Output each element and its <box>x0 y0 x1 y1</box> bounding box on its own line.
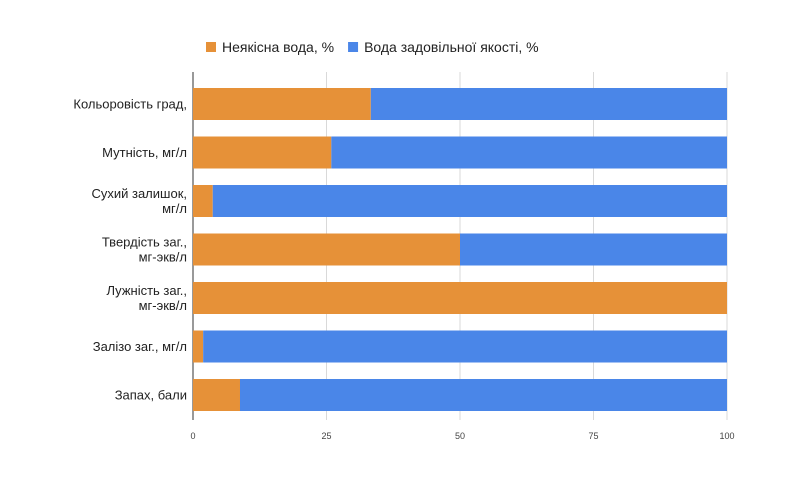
legend-label-1: Вода задовільної якості, % <box>364 39 539 55</box>
bar-poor-quality-5 <box>193 330 204 363</box>
category-label: Лужність заг., <box>107 283 188 298</box>
bar-poor-quality-6 <box>193 379 240 411</box>
category-label: Мутність, мг/л <box>102 145 187 160</box>
category-label: Запах, бали <box>115 388 187 403</box>
category-label: мг/л <box>162 201 187 216</box>
bar-good-quality-5 <box>203 330 727 363</box>
bar-good-quality-6 <box>239 379 727 411</box>
legend-label-0: Неякісна вода, % <box>222 39 334 55</box>
bar-poor-quality-2 <box>193 185 213 217</box>
category-label: мг-экв/л <box>139 250 187 265</box>
legend-swatch-1 <box>348 42 359 52</box>
x-tick-label: 25 <box>321 431 331 441</box>
category-label: Кольоровість град, <box>73 97 187 112</box>
bar-good-quality-0 <box>370 88 727 120</box>
x-tick-label: 50 <box>455 431 465 441</box>
bar-poor-quality-4 <box>193 282 727 314</box>
bar-poor-quality-0 <box>193 88 371 120</box>
x-tick-label: 100 <box>719 431 734 441</box>
bar-poor-quality-1 <box>193 136 332 169</box>
bar-good-quality-3 <box>460 233 727 266</box>
category-label: Залізо заг., мг/л <box>93 339 187 354</box>
bar-poor-quality-3 <box>193 233 460 266</box>
x-tick-label: 0 <box>190 431 195 441</box>
legend-swatch-0 <box>206 42 216 52</box>
category-label: Твердість заг., <box>102 235 187 250</box>
category-label: Сухий залишок, <box>91 186 187 201</box>
bar-good-quality-2 <box>212 185 727 217</box>
category-label: мг-экв/л <box>139 298 187 313</box>
x-tick-label: 75 <box>588 431 598 441</box>
bar-good-quality-1 <box>331 136 727 169</box>
